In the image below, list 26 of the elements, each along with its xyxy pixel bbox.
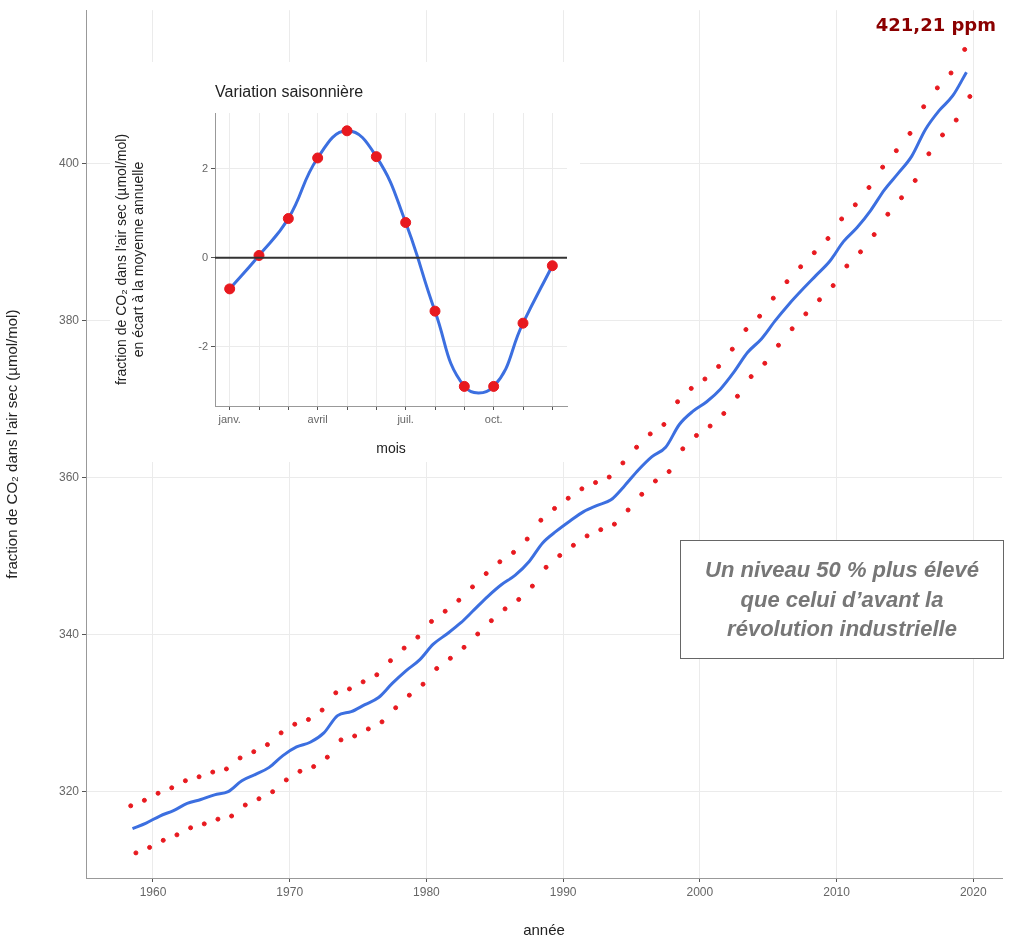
x-tick-label: 1970 (276, 884, 304, 899)
x-tick-label: 2020 (959, 884, 987, 899)
x-tick-label: 2000 (686, 884, 714, 899)
y-tick-label: 320 (58, 784, 80, 798)
y-tick-label: -2 (198, 339, 208, 352)
y-axis-title: fraction de CO₂ dans l'air sec (µmol/mol) (3, 309, 21, 579)
x-axis-title: année (523, 921, 565, 939)
annotation: Un niveau 50 % plus élevé que celui d’avant la révolution industrielle (680, 540, 1004, 660)
y-tick-label: 2 (201, 161, 208, 174)
y-axis-title: fraction de CO₂ dans l'air sec (µmol/mol) en écart à la moyenne annuelle (113, 133, 147, 386)
y-tick-label: 360 (58, 470, 80, 485)
x-tick-label: 1960 (139, 884, 167, 899)
x-tick-label: juil. (396, 412, 414, 425)
annotation: 421,21 ppm (875, 14, 996, 35)
x-tick-label: 1990 (549, 884, 577, 899)
x-tick-label: oct. (484, 412, 503, 425)
x-tick-label: avril (307, 412, 328, 425)
y-tick-label: 380 (58, 313, 80, 328)
x-axis-title: mois (376, 440, 406, 457)
chart-title: Variation saisonnière (215, 83, 364, 101)
y-tick-label: 0 (201, 250, 208, 263)
x-tick-label: janv. (217, 412, 241, 425)
y-tick-label: 340 (58, 627, 80, 642)
y-tick-label: 400 (58, 156, 80, 171)
x-tick-label: 1980 (413, 884, 441, 899)
x-tick-label: 2010 (823, 884, 851, 899)
